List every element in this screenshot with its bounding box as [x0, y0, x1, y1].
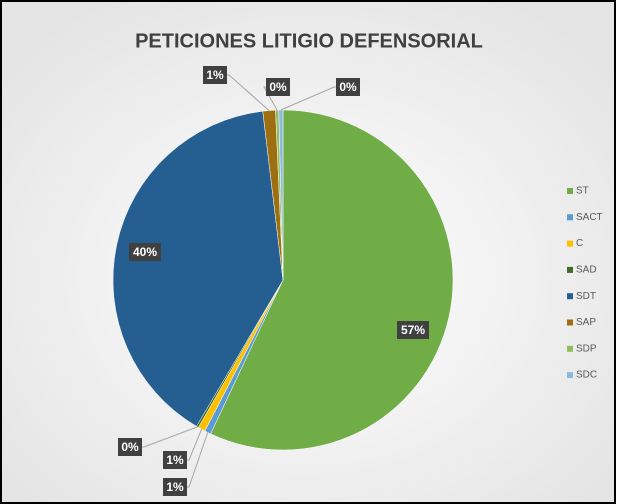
legend-marker: [567, 319, 573, 326]
legend-marker: [567, 240, 573, 247]
data-label-box: [203, 66, 227, 84]
legend-label: ST: [576, 186, 589, 197]
data-label: 1%: [206, 68, 224, 82]
legend-marker: [567, 293, 573, 300]
data-label: 57%: [401, 323, 425, 337]
chart-title: PETICIONES LITIGIO DEFENSORIAL: [135, 30, 483, 52]
legend-marker: [567, 214, 573, 221]
legend-label: SDT: [576, 291, 596, 302]
legend-marker: [567, 188, 573, 194]
data-label-box: [163, 478, 187, 496]
legend-label: SAD: [576, 265, 597, 276]
data-label: 1%: [166, 453, 184, 467]
legend-marker: [567, 345, 573, 352]
legend-marker: [567, 266, 573, 273]
data-label-box: [163, 451, 187, 469]
legend-label: SDP: [576, 343, 597, 354]
data-label: 0%: [339, 80, 357, 94]
data-label-box: [336, 78, 360, 96]
data-label-box: [266, 78, 290, 96]
data-label: 40%: [133, 245, 157, 259]
pie-slice: [210, 109, 454, 451]
legend-label: SACT: [576, 212, 603, 223]
data-label-box: [129, 243, 161, 261]
data-label: 0%: [121, 440, 139, 454]
legend-marker: [567, 372, 573, 379]
legend-label: SAP: [576, 317, 596, 328]
data-label: 1%: [166, 480, 184, 494]
legend-label: C: [576, 238, 583, 249]
legend-label: SDC: [576, 370, 597, 381]
data-label-box: [118, 438, 142, 456]
pie-slice: [112, 110, 284, 427]
data-label: 0%: [269, 80, 287, 94]
data-label-box: [397, 321, 429, 339]
pie-slice: [278, 109, 284, 281]
